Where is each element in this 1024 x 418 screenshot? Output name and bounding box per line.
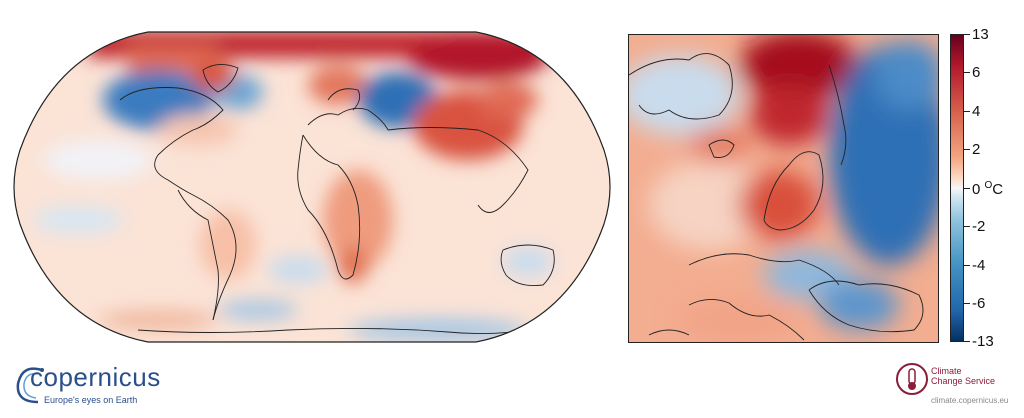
c3s-title-line1: Climate xyxy=(931,366,962,376)
colorbar-tick-label: -2 xyxy=(972,218,986,235)
colorbar-tick xyxy=(964,341,970,342)
colorbar-tick-label: 6 xyxy=(972,64,981,81)
colorbar-tick xyxy=(964,303,970,304)
europe-temperature-map xyxy=(628,34,939,343)
c3s-title-line2: Change Service xyxy=(931,376,996,386)
thermometer-circle-icon xyxy=(896,363,928,395)
colorbar-tick xyxy=(964,188,970,189)
c3s-url: climate.copernicus.eu xyxy=(931,396,1009,405)
colorbar-tick xyxy=(964,111,970,112)
colorbar-tick-label: -6 xyxy=(972,295,986,312)
colorbar-zero-unit-label: 0 OC xyxy=(972,180,1004,198)
colorbar-tick-label: 2 xyxy=(972,141,981,158)
colorbar-tick-label: -13 xyxy=(972,333,994,350)
colorbar-tick-label: 4 xyxy=(972,103,981,120)
colorbar-tick xyxy=(964,265,970,266)
colorbar-tick xyxy=(964,226,970,227)
colorbar-tick xyxy=(964,34,970,35)
colorbar-tick-label: -4 xyxy=(972,257,986,274)
colorbar-tick xyxy=(964,149,970,150)
copernicus-tagline: Europe's eyes on Earth xyxy=(44,395,138,405)
temperature-colorbar xyxy=(950,34,964,342)
copernicus-logo: copernicus Europe's eyes on Earth xyxy=(12,360,162,412)
c3s-title: Climate Change Service xyxy=(931,366,1011,386)
copernicus-orbit-icon xyxy=(16,367,44,404)
colorbar-tick-label: 13 xyxy=(972,26,989,43)
copernicus-wordmark: copernicus xyxy=(30,362,161,392)
c3s-logo: Climate Change Service climate.copernicu… xyxy=(895,362,1020,412)
world-temperature-map xyxy=(13,31,611,343)
colorbar-tick xyxy=(964,72,970,73)
